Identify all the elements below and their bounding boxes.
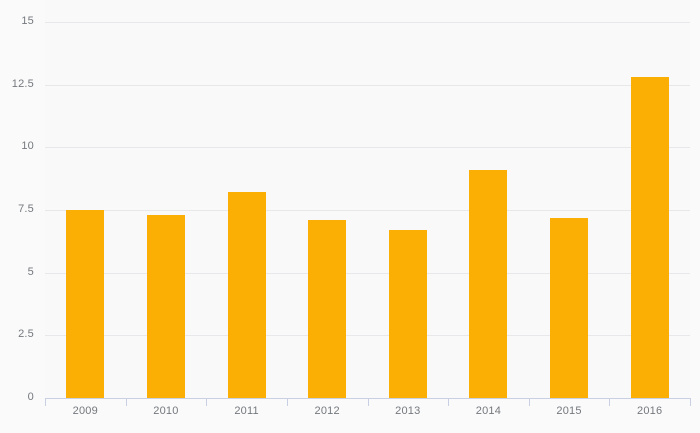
y-axis-tick-label: 7.5: [18, 203, 34, 215]
x-axis-tick-label-2009: 2009: [72, 405, 98, 417]
bar-slot: [368, 0, 449, 398]
gridline: [45, 335, 690, 337]
bars-group: [45, 0, 690, 398]
x-axis-tick: [528, 398, 530, 406]
y-axis-tick-label: 12.5: [11, 77, 34, 90]
x-axis-tick-label-2014: 2014: [475, 405, 502, 417]
x-axis-tick-label-2011: 2011: [234, 405, 259, 417]
bar-slot: [529, 0, 610, 398]
bar-slot: [287, 0, 368, 398]
x-axis-tick: [125, 398, 127, 406]
x-axis-tick: [690, 398, 691, 406]
x-axis-tick-label-2015: 2015: [556, 405, 582, 417]
bar-2014[interactable]: [469, 169, 508, 398]
y-axis-tick-label: 0: [27, 391, 34, 403]
x-axis-tick-label-2013: 2013: [395, 405, 421, 417]
bar-slot: [206, 0, 287, 398]
y-axis-tick-label: 5: [27, 265, 34, 278]
x-axis-tick: [609, 398, 611, 406]
gridline: [45, 147, 690, 149]
y-axis-tick-label: 15: [21, 15, 34, 27]
bar-slot: [448, 0, 529, 398]
bar-2009[interactable]: [66, 210, 105, 398]
x-axis-tick-label-2010: 2010: [153, 405, 179, 417]
x-axis-tick: [286, 398, 288, 406]
x-axis-tick: [45, 398, 46, 406]
gridline: [45, 22, 690, 23]
y-axis-tick-label: 10: [21, 140, 34, 153]
x-axis-tick-label-2012: 2012: [314, 405, 340, 417]
x-axis-tick-label-2016: 2016: [637, 405, 663, 417]
bar-slot: [126, 0, 207, 398]
bar-slot: [45, 0, 126, 398]
bar-2013[interactable]: [388, 230, 427, 398]
x-axis-tick: [448, 398, 450, 406]
bar-2015[interactable]: [550, 217, 589, 398]
bar-2012[interactable]: [308, 220, 347, 398]
bar-2011[interactable]: [227, 192, 266, 398]
gridline: [45, 272, 690, 274]
y-axis-tick-label: 2.5: [18, 328, 34, 341]
gridline: [45, 84, 690, 86]
x-axis-tick: [367, 398, 369, 406]
x-axis-tick: [206, 398, 208, 406]
bar-2010[interactable]: [146, 215, 185, 398]
gridline: [45, 210, 690, 211]
bar-2016[interactable]: [630, 77, 669, 398]
bar-slot: [609, 0, 690, 398]
